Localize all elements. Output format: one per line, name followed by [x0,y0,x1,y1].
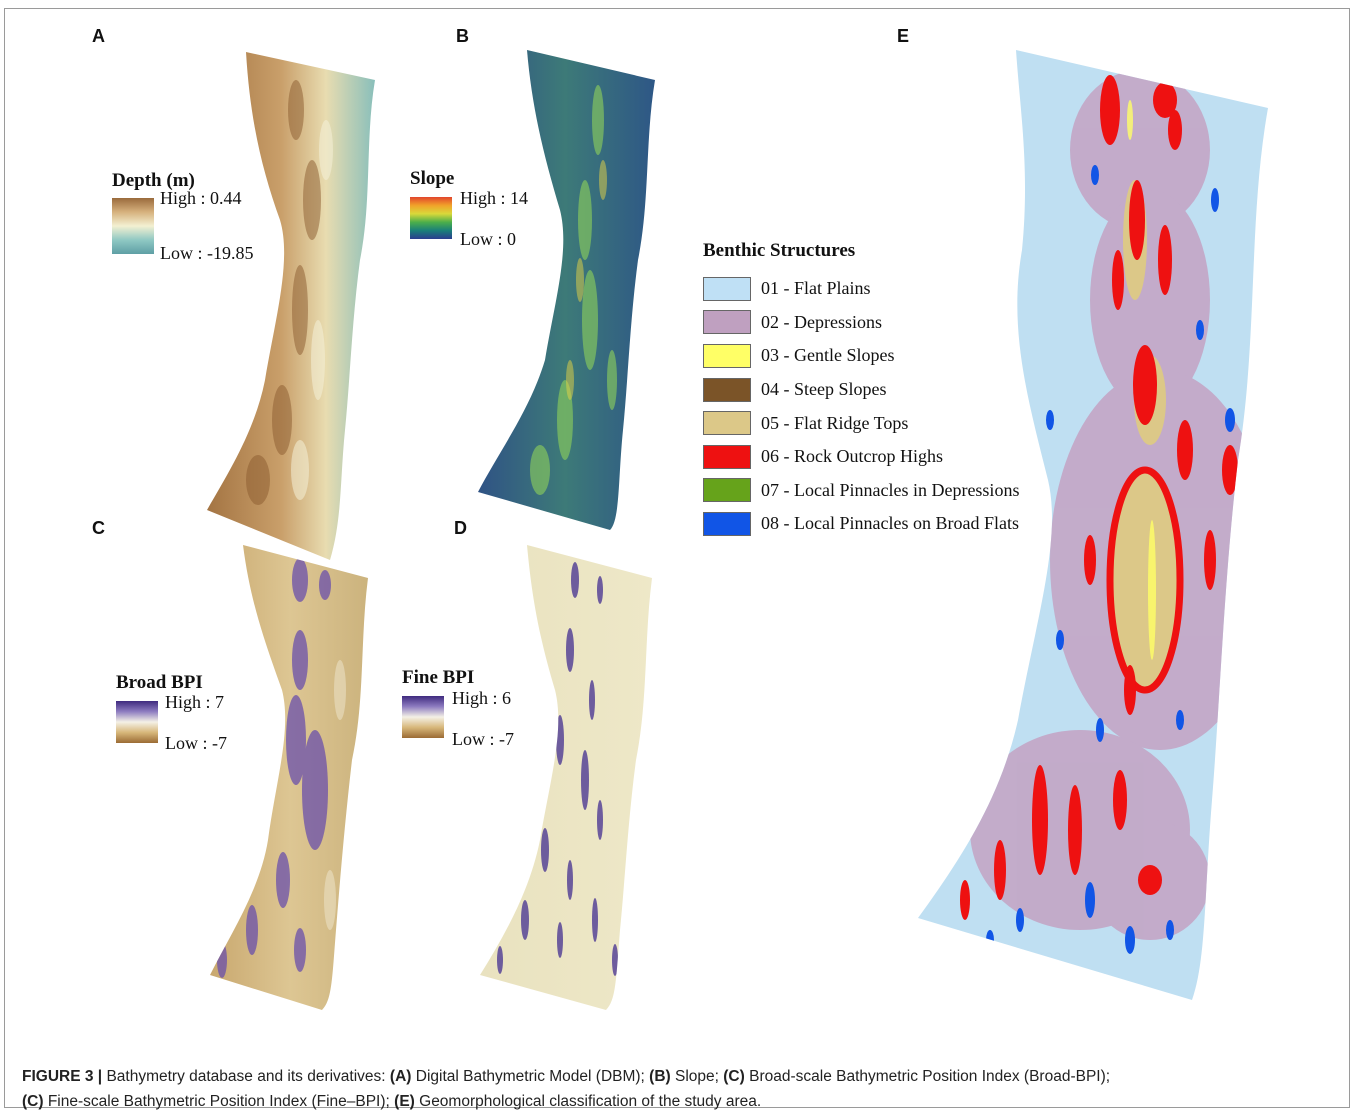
fine-bpi-legend-high: High : 6 [452,688,512,708]
benthic-legend: Benthic Structures 01 - Flat Plains 02 - … [703,240,1083,541]
benthic-label: 07 - Local Pinnacles in Depressions [761,479,1020,500]
depth-legend-title: Depth (m) [112,170,195,191]
broad-bpi-color-ramp [116,701,158,743]
caption-text-c: Broad-scale Bathymetric Position Index (… [744,1068,1111,1085]
benthic-swatch [703,511,751,536]
benthic-swatch [703,444,751,469]
caption-tag-b: (B) [649,1068,671,1085]
broad-bpi-legend-title: Broad BPI [116,672,203,693]
benthic-label: 04 - Steep Slopes [761,379,887,400]
benthic-legend-title: Benthic Structures [703,240,856,261]
benthic-swatch [703,478,751,503]
depth-map [207,52,375,560]
panel-letter-d: D [454,518,467,538]
benthic-swatch [703,310,751,335]
caption-text-b: Slope; [670,1068,724,1085]
slope-legend-low: Low : 0 [460,229,516,249]
benthic-label: 08 - Local Pinnacles on Broad Flats [761,513,1019,534]
benthic-legend-rows: 01 - Flat Plains 02 - Depressions 03 - Gen… [703,272,1083,541]
panel-letter-b: B [456,26,469,46]
slope-legend-high: High : 14 [460,188,529,208]
panel-letter-e: E [897,26,910,46]
benthic-label: 01 - Flat Plains [761,278,871,299]
benthic-swatch [703,276,751,301]
slope-legend-title: Slope [410,168,455,189]
benthic-swatch [703,377,751,402]
broad-bpi-map [210,545,368,1010]
benthic-label: 03 - Gentle Slopes [761,345,895,366]
slope-color-ramp [410,197,452,239]
panel-letter-c: C [92,518,105,538]
broad-bpi-legend-high: High : 7 [165,692,225,712]
fine-bpi-map [480,545,652,1010]
caption-tag-e: (E) [394,1093,415,1110]
caption-intro: Bathymetry database and its derivatives: [102,1068,390,1085]
depth-legend-low: Low : -19.85 [160,243,254,263]
fine-bpi-legend-low: Low : -7 [452,729,514,749]
caption-text-e: Geomorphological classification of the s… [414,1093,762,1110]
fine-bpi-legend-title: Fine BPI [402,667,475,688]
benthic-legend-item: 03 - Gentle Slopes [703,339,1083,373]
caption-label: FIGURE 3 | [22,1068,103,1085]
benthic-label: 02 - Depressions [761,311,882,332]
slope-map [478,50,655,530]
panel-letter-a: A [92,26,105,46]
benthic-label: 06 - Rock Outcrop Highs [761,446,943,467]
benthic-legend-item: 07 - Local Pinnacles in Depressions [703,474,1083,508]
benthic-legend-item: 05 - Flat Ridge Tops [703,406,1083,440]
caption-text-d: Fine-scale Bathymetric Position Index (F… [43,1093,395,1110]
benthic-legend-item: 06 - Rock Outcrop Highs [703,440,1083,474]
depth-legend-high: High : 0.44 [160,188,242,208]
caption-tag-a: (A) [389,1068,412,1085]
benthic-legend-item: 01 - Flat Plains [703,272,1083,306]
depth-color-ramp [112,198,154,254]
benthic-label: 05 - Flat Ridge Tops [761,412,909,433]
fine-bpi-color-ramp [402,696,444,738]
figure-frame [4,8,1350,1108]
caption-tag-c: (C) [723,1068,745,1085]
broad-bpi-legend-low: Low : -7 [165,733,227,753]
benthic-legend-item: 08 - Local Pinnacles on Broad Flats [703,507,1083,541]
benthic-legend-item: 04 - Steep Slopes [703,373,1083,407]
benthic-legend-item: 02 - Depressions [703,306,1083,340]
benthic-swatch [703,411,751,436]
caption-tag-c2: (C) [22,1093,44,1110]
figure-caption: FIGURE 3 | Bathymetry database and its d… [22,1064,1332,1114]
benthic-swatch [703,343,751,368]
caption-text-a: Digital Bathymetric Model (DBM); [411,1068,650,1085]
